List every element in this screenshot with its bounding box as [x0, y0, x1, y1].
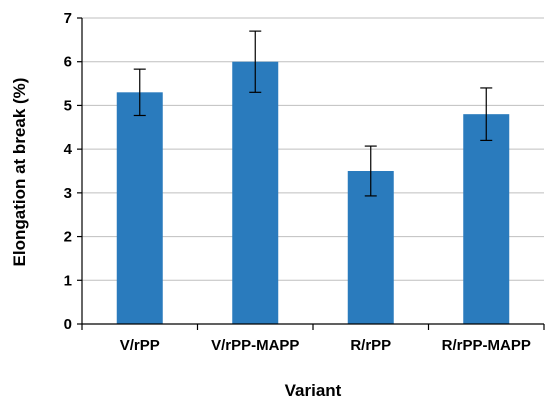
y-tick-label: 1 — [64, 272, 72, 289]
bar — [463, 114, 510, 325]
y-tick-label: 6 — [64, 54, 72, 71]
bars — [116, 61, 510, 325]
bar — [232, 61, 279, 324]
y-tick-label: 2 — [64, 229, 72, 246]
y-tick-label: 0 — [64, 316, 72, 333]
y-tick-label: 7 — [64, 10, 72, 27]
bar — [116, 92, 163, 324]
y-tick-label: 3 — [64, 185, 72, 202]
error-bar — [133, 68, 146, 117]
x-tick-label: V/rPP — [120, 337, 160, 354]
error-bar — [480, 87, 493, 141]
error-bars — [133, 30, 493, 197]
x-tick-label: R/rPP-MAPP — [442, 337, 531, 354]
y-axis-title: Elongation at break (%) — [10, 78, 29, 267]
error-bar — [364, 145, 377, 197]
x-tick-label: V/rPP-MAPP — [211, 337, 299, 354]
error-bar — [249, 30, 262, 93]
y-tick-label: 4 — [64, 141, 73, 158]
axes — [77, 17, 545, 330]
x-tick-label: R/rPP — [350, 337, 391, 354]
x-axis-title: Variant — [285, 381, 342, 400]
y-tick-label: 5 — [64, 97, 72, 114]
tick-labels: 0 1 2 3 4 5 6 7 V/rPP V/rPP-MAPP R/rPP R/rPP-MAPP — [64, 10, 531, 354]
